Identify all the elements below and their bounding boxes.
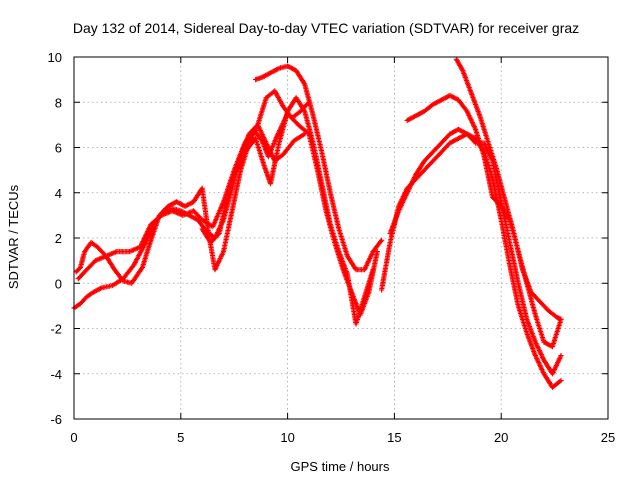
y-tick-label: 6 <box>55 141 62 156</box>
data-points <box>71 56 564 390</box>
x-axis-title: GPS time / hours <box>291 459 390 474</box>
chart-title: Day 132 of 2014, Sidereal Day-to-day VTE… <box>73 20 579 36</box>
x-tick-label: 25 <box>601 430 615 445</box>
series-trace-9 <box>453 56 564 322</box>
y-axis-title: SDTVAR / TECUs <box>6 184 21 289</box>
x-tick-label: 5 <box>177 430 184 445</box>
series-trace-4 <box>199 95 376 327</box>
y-tick-label: -6 <box>50 412 62 427</box>
y-tick-label: 8 <box>55 95 62 110</box>
series-trace-5 <box>253 63 385 273</box>
x-tick-label: 10 <box>280 430 294 445</box>
series-trace-7 <box>387 126 564 377</box>
y-tick-label: 4 <box>55 186 62 201</box>
y-tick-label: 10 <box>48 50 62 65</box>
y-tick-label: 0 <box>55 276 62 291</box>
series-trace-6 <box>379 131 564 390</box>
x-tick-label: 0 <box>70 430 77 445</box>
y-tick-label: -2 <box>50 322 62 337</box>
x-tick-label: 15 <box>387 430 401 445</box>
x-tick-label: 20 <box>494 430 508 445</box>
axes: 0 5 10 15 20 25 -6 -4 -2 0 2 4 6 8 10 <box>48 50 616 445</box>
y-tick-label: 2 <box>55 231 62 246</box>
y-tick-label: -4 <box>50 367 62 382</box>
